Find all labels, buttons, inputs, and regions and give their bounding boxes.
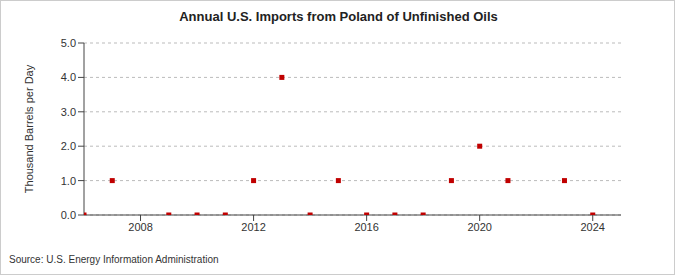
svg-text:Thousand Barrels per Day: Thousand Barrels per Day — [23, 64, 35, 193]
svg-text:2008: 2008 — [128, 221, 152, 233]
html-text:Annual U.S. Imports from Polan: Annual U.S. Imports from Poland of Unfin… — [179, 9, 498, 24]
svg-text:3.0: 3.0 — [61, 106, 76, 118]
svg-text:0.0: 0.0 — [61, 209, 76, 221]
svg-text:4.0: 4.0 — [61, 71, 76, 83]
svg-text:2.0: 2.0 — [61, 140, 76, 152]
svg-text:1.0: 1.0 — [61, 175, 76, 187]
svg-text:2020: 2020 — [467, 221, 491, 233]
svg-text:5.0: 5.0 — [61, 37, 76, 49]
svg-text:2024: 2024 — [580, 221, 604, 233]
svg-text:2016: 2016 — [354, 221, 378, 233]
html-text:Source: U.S. Energy Informatio: Source: U.S. Energy Information Administ… — [9, 254, 219, 265]
svg-text:2012: 2012 — [241, 221, 265, 233]
